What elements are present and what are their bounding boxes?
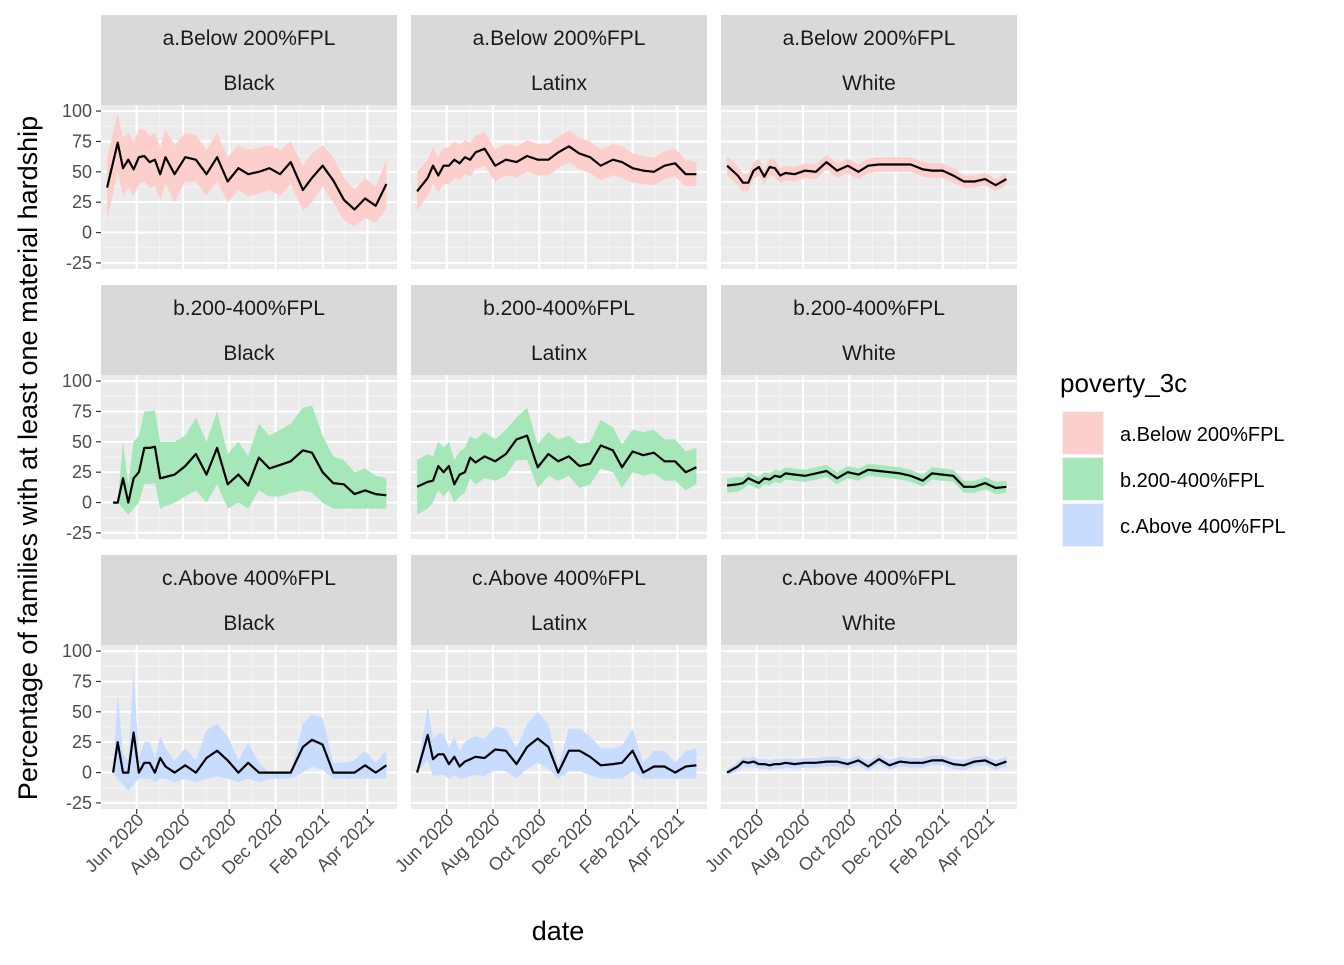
facet-strip-poverty — [411, 285, 707, 330]
series-line — [726, 468, 1007, 490]
facet-strip-race — [101, 60, 397, 105]
facet-label-race: White — [842, 342, 896, 365]
facet-strip-race — [411, 600, 707, 645]
facet-strip-race — [101, 600, 397, 645]
y-tick-label: 50 — [72, 702, 92, 722]
facet-label-race: White — [842, 72, 896, 95]
facet-strip-poverty — [721, 285, 1017, 330]
facet-label-poverty: a.Below 200%FPL — [783, 27, 956, 50]
facet-strip-race — [721, 600, 1017, 645]
y-tick-label: 100 — [62, 371, 92, 391]
facet-label-poverty: a.Below 200%FPL — [163, 27, 336, 50]
facet-panels: a.Below 200%FPLBlack1007550250-25a.Below… — [62, 15, 1017, 878]
facet-strip-poverty — [411, 555, 707, 600]
legend-label: c.Above 400%FPL — [1120, 516, 1286, 538]
y-tick-label: 0 — [82, 763, 92, 783]
facet-strip-race — [721, 60, 1017, 105]
y-tick-label: 75 — [72, 401, 92, 421]
series-line — [106, 141, 388, 211]
facet-strip-poverty — [721, 15, 1017, 60]
series-line — [416, 434, 697, 488]
facet-strip-race — [411, 330, 707, 375]
facet-label-race: Black — [223, 342, 275, 365]
y-tick-label: 50 — [72, 432, 92, 452]
facet-label-race: White — [842, 612, 896, 635]
facet-label-race: Latinx — [531, 72, 588, 95]
facet-strip-poverty — [101, 555, 397, 600]
series-line — [726, 758, 1007, 774]
legend-label: a.Below 200%FPL — [1120, 424, 1285, 446]
facet-strip-poverty — [101, 15, 397, 60]
facet-strip-race — [411, 60, 707, 105]
series-line — [726, 161, 1007, 187]
facet-label-race: Latinx — [531, 342, 588, 365]
series-line — [416, 733, 697, 774]
facet-strip-poverty — [411, 15, 707, 60]
legend-title: poverty_3c — [1060, 368, 1187, 398]
y-tick-label: 50 — [72, 162, 92, 182]
facet-label-poverty: a.Below 200%FPL — [473, 27, 646, 50]
confidence-ribbon — [727, 463, 1007, 495]
y-tick-label: 0 — [82, 223, 92, 243]
y-tick-label: 75 — [72, 131, 92, 151]
legend-key-swatch — [1063, 504, 1103, 546]
facet-label-race: Latinx — [531, 612, 588, 635]
facet-label-poverty: b.200-400%FPL — [483, 297, 635, 320]
facet-panel: a.Below 200%FPL Latinx — [411, 15, 707, 269]
facet-panel: b.200-400%FPL Black 100 75 50 25 0 -25 — [62, 285, 397, 543]
y-tick-label: -25 — [66, 523, 92, 543]
facet-label-race: Black — [223, 72, 275, 95]
legend: poverty_3c a.Below 200%FPL b.200-400%FPL c… — [1060, 368, 1286, 547]
y-tick-label: -25 — [66, 793, 92, 813]
y-tick-label: 0 — [82, 493, 92, 513]
facet-label-poverty: c.Above 400%FPL — [162, 567, 336, 590]
facet-label-poverty: b.200-400%FPL — [173, 297, 325, 320]
facet-panel: a.Below 200%FPL White — [721, 15, 1017, 269]
legend-key-swatch — [1063, 412, 1103, 454]
facet-label-poverty: b.200-400%FPL — [793, 297, 945, 320]
x-axis-title: date — [532, 916, 585, 946]
facet-panel: b.200-400%FPL Latinx — [411, 285, 707, 539]
series-line — [113, 445, 387, 504]
y-tick-label: 100 — [62, 101, 92, 121]
facet-strip-race — [721, 330, 1017, 375]
y-tick-label: 25 — [72, 462, 92, 482]
facet-strip-poverty — [721, 555, 1017, 600]
confidence-ribbon — [113, 669, 387, 791]
series-line — [416, 145, 697, 192]
confidence-ribbon — [113, 405, 387, 515]
facet-label-poverty: c.Above 400%FPL — [782, 567, 956, 590]
facet-strip-poverty — [101, 285, 397, 330]
y-axis-title: Percentage of families with at least one… — [13, 116, 43, 800]
legend-label: b.200-400%FPL — [1120, 470, 1265, 492]
facet-label-race: Black — [223, 612, 275, 635]
facet-panel: a.Below 200%FPL Black 100 75 50 25 0 -25 — [62, 15, 397, 273]
y-tick-label: 100 — [62, 641, 92, 661]
facet-strip-race — [101, 330, 397, 375]
y-tick-label: 25 — [72, 192, 92, 212]
series-line — [112, 731, 388, 774]
y-tick-label: -25 — [66, 253, 92, 273]
confidence-ribbon — [417, 705, 697, 779]
confidence-ribbon — [727, 154, 1007, 192]
y-tick-label: 75 — [72, 671, 92, 691]
facet-panel: b.200-400%FPL White — [721, 285, 1017, 539]
y-tick-label: 25 — [72, 732, 92, 752]
confidence-ribbon — [107, 113, 387, 227]
facet-label-poverty: c.Above 400%FPL — [472, 567, 646, 590]
legend-key-swatch — [1063, 458, 1103, 500]
